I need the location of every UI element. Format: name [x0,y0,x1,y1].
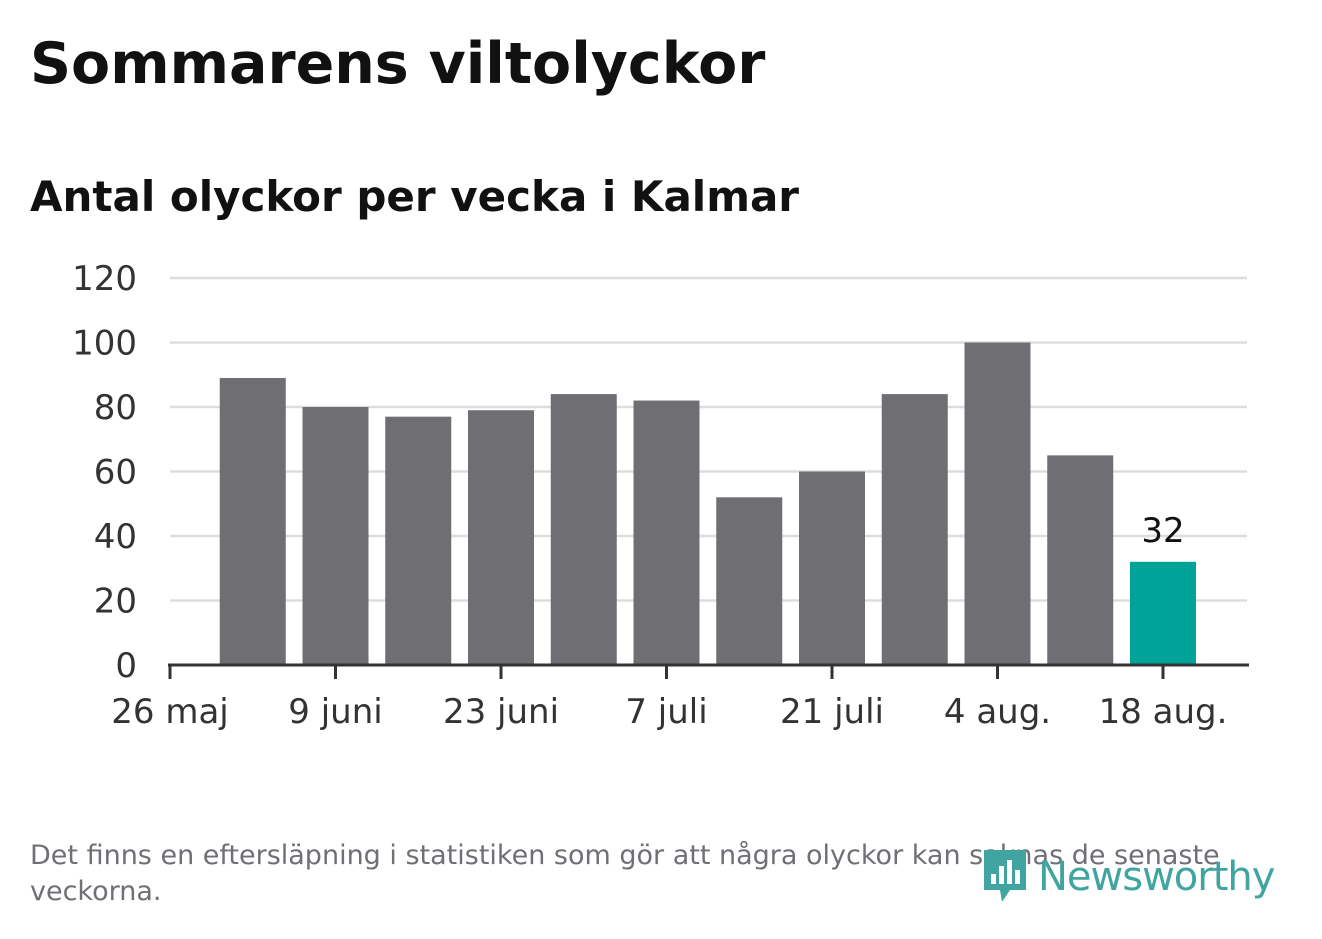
bars [219,342,1196,665]
data-label: 32 [1141,511,1184,551]
bar [468,410,534,665]
bar [302,407,369,665]
bar [385,416,452,665]
newsworthy-logo-icon [984,850,1026,902]
y-tick-label: 80 [94,388,137,428]
y-tick-label: 20 [94,582,137,622]
x-tick-label: 18 aug. [1099,692,1228,732]
x-tick-label: 26 maj [111,692,228,732]
bar [716,497,783,665]
data-labels: 32 [1141,511,1184,551]
bar [633,400,700,665]
bar [550,394,617,665]
chart-subtitle: Antal olyckor per vecka i Kalmar [30,172,800,221]
bar [881,394,948,665]
bar [1047,455,1114,665]
x-tick-label: 9 juni [288,692,382,732]
x-tick-label: 23 juni [443,692,559,732]
bar [799,471,865,665]
newsworthy-logo: Newsworthy [980,846,1275,908]
y-tick-label: 40 [94,517,137,557]
y-tick-label: 0 [115,646,137,686]
x-tick-label: 7 juli [625,692,707,732]
x-tick-label: 21 juli [780,692,884,732]
chart-title: Sommarens viltolyckor [30,31,766,97]
bar [1130,561,1196,665]
x-axis-labels: 26 maj 9 juni 23 juni 7 juli 21 juli 4 aug. 18… [111,692,1227,732]
y-tick-label: 60 [94,453,137,493]
x-tick-label: 4 aug. [944,692,1051,732]
logo-text: Newsworthy [1038,854,1275,900]
bar [219,377,286,665]
y-tick-label: 100 [72,324,137,364]
y-tick-label: 120 [72,259,137,299]
x-axis [168,663,1249,679]
bar [964,342,1031,665]
y-axis-labels: 0 20 40 60 80 100 120 [72,259,137,686]
